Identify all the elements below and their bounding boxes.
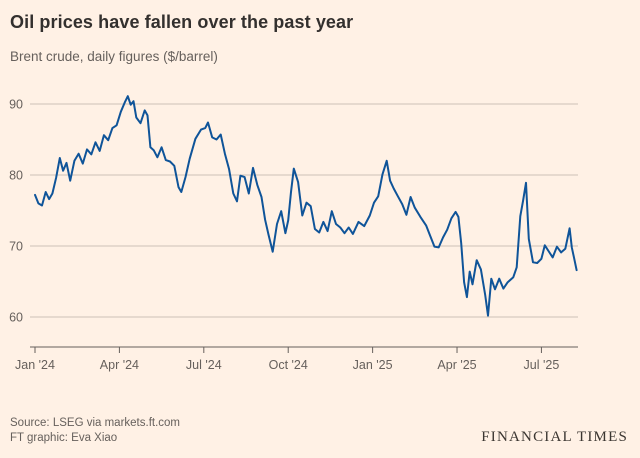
x-tick-label: Apr '24 [100, 358, 139, 372]
series-line [34, 95, 578, 317]
chart-svg: 60 70 80 90 Jan '24 Apr '24 Jul '24 Oct '24 Jan … [9, 95, 578, 372]
x-tick-label: Oct '24 [269, 358, 308, 372]
x-tick-label: Apr '25 [437, 358, 476, 372]
source-line: Source: LSEG via markets.ft.com [10, 417, 181, 429]
x-tick-label: Jul '24 [186, 358, 222, 372]
x-tick-label: Jul '25 [524, 358, 560, 372]
line-chart: 60 70 80 90 Jan '24 Apr '24 Jul '24 Oct '24 Jan … [0, 80, 640, 380]
y-tick-label: 70 [9, 240, 23, 254]
y-tick-label: 90 [9, 98, 23, 112]
x-tick-label: Jan '25 [353, 358, 393, 372]
y-tick-label: 80 [9, 169, 23, 183]
source-block: Source: LSEG via markets.ft.com FT graph… [10, 416, 180, 446]
chart-footer: Source: LSEG via markets.ft.com FT graph… [0, 416, 640, 446]
credit-line: FT graphic: Eva Xiao [10, 432, 118, 444]
chart-title: Oil prices have fallen over the past yea… [10, 12, 354, 32]
ft-wordmark: FINANCIAL TIMES [481, 429, 628, 445]
x-tick-label: Jan '24 [15, 358, 55, 372]
chart-subtitle: Brent crude, daily figures ($/barrel) [10, 49, 218, 64]
y-tick-label: 60 [9, 311, 23, 325]
